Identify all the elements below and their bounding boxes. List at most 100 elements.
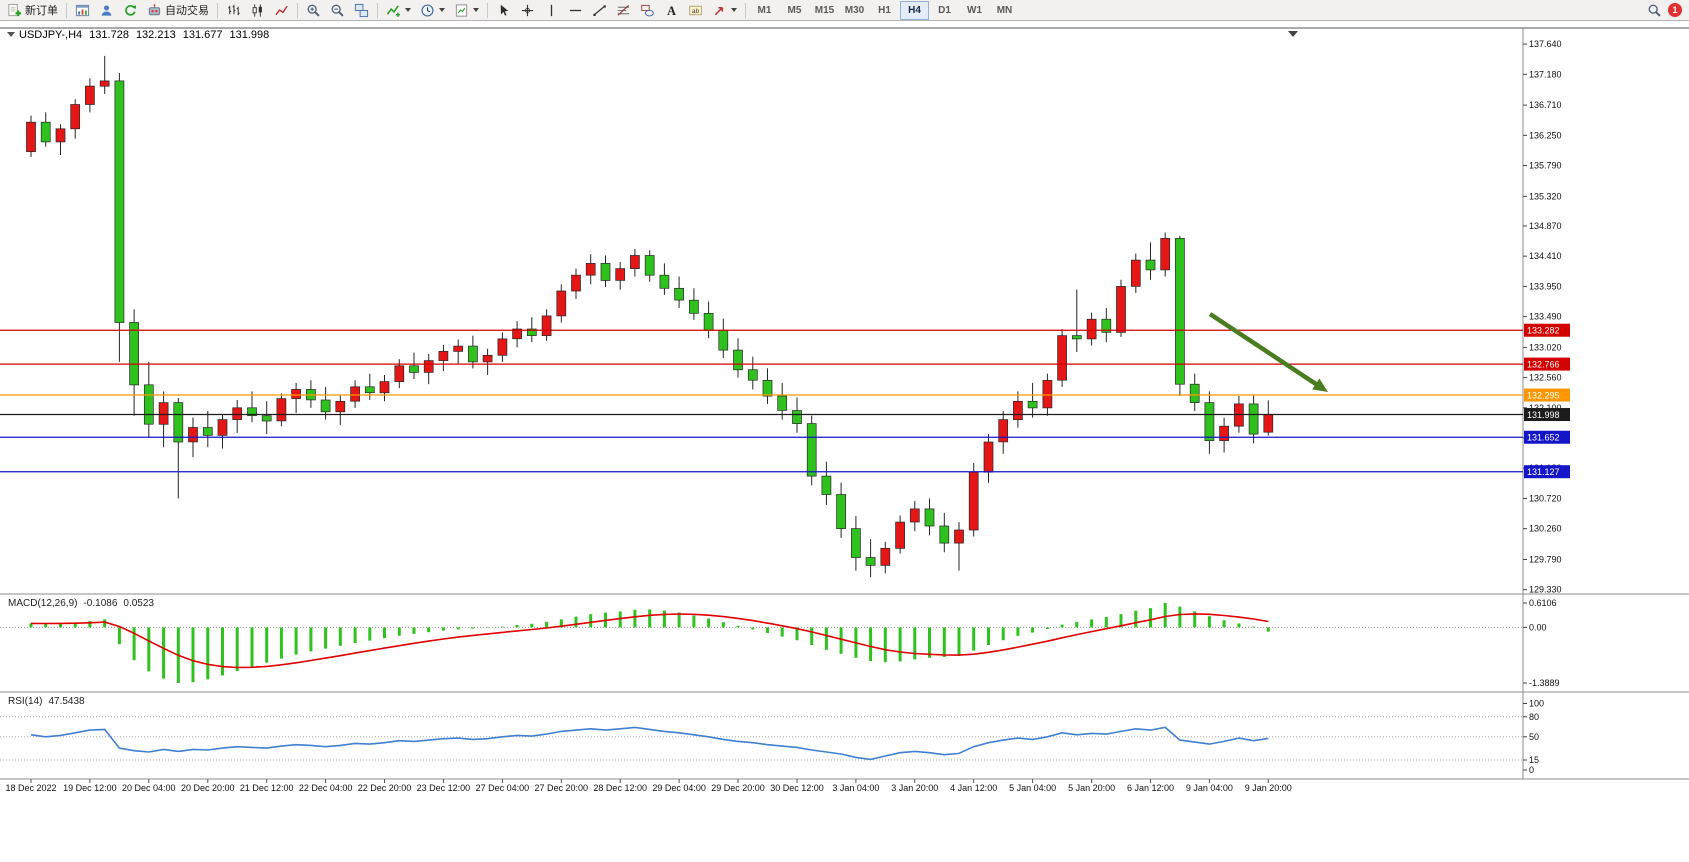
rsi-axis[interactable]: 100 80 50 150 bbox=[1523, 699, 1544, 776]
timeframe-m5-button[interactable]: M5 bbox=[787, 4, 802, 16]
shapes-icon bbox=[641, 4, 654, 16]
dropdown-caret bbox=[731, 8, 737, 12]
shapes-tool-button[interactable] bbox=[636, 0, 659, 21]
one-click-trading-toggle[interactable] bbox=[7, 32, 15, 37]
macd-axis[interactable]: 0.6106 0.00 -1.3889 bbox=[1523, 598, 1560, 688]
svg-text:22 Dec 20:00: 22 Dec 20:00 bbox=[358, 783, 412, 793]
horizontal-line-132.766[interactable]: 132.766 bbox=[0, 357, 1570, 371]
search-icon bbox=[1648, 4, 1661, 17]
timeframe-d1-button[interactable]: D1 bbox=[938, 4, 951, 16]
svg-text:20 Dec 20:00: 20 Dec 20:00 bbox=[181, 783, 235, 793]
svg-text:131.998: 131.998 bbox=[1527, 410, 1560, 420]
svg-text:0: 0 bbox=[1529, 765, 1534, 775]
arrow-tool-icon bbox=[714, 6, 724, 15]
svg-text:135.790: 135.790 bbox=[1529, 161, 1562, 171]
text-label-tool-button[interactable]: ab bbox=[684, 0, 707, 21]
svg-text:129.330: 129.330 bbox=[1529, 585, 1562, 595]
toolbar-separator bbox=[66, 2, 67, 18]
template-icon bbox=[455, 3, 468, 17]
timeframe-m1-button[interactable]: M1 bbox=[757, 4, 772, 16]
svg-text:27 Dec 20:00: 27 Dec 20:00 bbox=[535, 783, 589, 793]
refresh-button[interactable] bbox=[119, 0, 142, 21]
horizontal-line-133.282[interactable]: 133.282 bbox=[0, 323, 1570, 337]
candlestick-chart-icon bbox=[252, 3, 262, 17]
refresh-icon bbox=[125, 4, 136, 16]
zoom-out-icon bbox=[331, 4, 344, 17]
profile-button[interactable] bbox=[95, 0, 118, 21]
svg-text:134.870: 134.870 bbox=[1529, 221, 1562, 231]
bar-chart-button[interactable] bbox=[222, 0, 245, 21]
timeframe-h1-button[interactable]: H1 bbox=[878, 4, 891, 16]
rsi-line bbox=[30, 726, 1269, 761]
toolbar-separator bbox=[217, 2, 218, 18]
clock-icon bbox=[421, 3, 434, 17]
svg-text:135.320: 135.320 bbox=[1529, 191, 1562, 201]
svg-text:132.295: 132.295 bbox=[1527, 391, 1560, 401]
notification-badge[interactable]: 1 bbox=[1668, 3, 1682, 17]
svg-text:50: 50 bbox=[1529, 732, 1539, 742]
new-order-button[interactable]: 新订单 bbox=[3, 0, 62, 21]
profile-icon bbox=[101, 4, 112, 16]
svg-text:9 Jan 04:00: 9 Jan 04:00 bbox=[1186, 783, 1233, 793]
svg-text:131.652: 131.652 bbox=[1527, 433, 1560, 443]
text-tool-button[interactable]: A bbox=[660, 0, 683, 21]
tile-windows-button[interactable] bbox=[350, 0, 373, 21]
svg-text:3 Jan 04:00: 3 Jan 04:00 bbox=[832, 783, 879, 793]
search-button[interactable] bbox=[1643, 0, 1666, 21]
trendline-icon bbox=[593, 4, 606, 16]
zoom-in-button[interactable] bbox=[302, 0, 325, 21]
trendline-tool-button[interactable] bbox=[588, 0, 611, 21]
svg-text:100: 100 bbox=[1529, 699, 1544, 709]
fibonacci-tool-button[interactable] bbox=[612, 0, 635, 21]
timeframe-m15-button[interactable]: M15 bbox=[814, 4, 835, 16]
vertical-line-tool-button[interactable] bbox=[540, 0, 563, 21]
timeframe-w1-button[interactable]: W1 bbox=[967, 4, 982, 16]
horizontal-line-131.998[interactable]: 131.998 bbox=[0, 408, 1570, 422]
svg-text:132.560: 132.560 bbox=[1529, 373, 1562, 383]
svg-text:15: 15 bbox=[1529, 755, 1539, 765]
time-axis[interactable]: 18 Dec 2022 19 Dec 12:00 20 Dec 04:00 20 De… bbox=[5, 779, 1292, 793]
text-icon: A bbox=[667, 4, 676, 18]
candlestick-chart-button[interactable] bbox=[246, 0, 269, 21]
svg-text:0.6106: 0.6106 bbox=[1529, 598, 1557, 608]
auto-trading-icon bbox=[148, 3, 161, 15]
cursor-button[interactable] bbox=[492, 0, 515, 21]
svg-text:136.250: 136.250 bbox=[1529, 130, 1562, 140]
toolbar: 新订单 自动交易 bbox=[0, 0, 1689, 21]
horizontal-line-tool-button[interactable] bbox=[564, 0, 587, 21]
arrows-tool-button[interactable] bbox=[708, 0, 741, 21]
toolbar-separator bbox=[377, 2, 378, 18]
zoom-out-button[interactable] bbox=[326, 0, 349, 21]
svg-text:5 Jan 20:00: 5 Jan 20:00 bbox=[1068, 783, 1115, 793]
svg-text:30 Dec 12:00: 30 Dec 12:00 bbox=[770, 783, 824, 793]
horizontal-line-icon bbox=[569, 9, 582, 11]
horizontal-line-131.127[interactable]: 131.127 bbox=[0, 465, 1570, 479]
svg-text:129.790: 129.790 bbox=[1529, 554, 1562, 564]
timeframe-h4-button[interactable]: H4 bbox=[900, 0, 929, 20]
timeframe-mn-button[interactable]: MN bbox=[996, 4, 1013, 16]
crosshair-button[interactable] bbox=[516, 0, 539, 21]
chart-window-icon bbox=[75, 4, 90, 16]
zoom-in-icon bbox=[307, 4, 320, 17]
svg-text:133.490: 133.490 bbox=[1529, 312, 1562, 322]
svg-text:6 Jan 12:00: 6 Jan 12:00 bbox=[1127, 783, 1174, 793]
horizontal-line-132.295[interactable]: 132.295 bbox=[0, 388, 1570, 402]
templates-button[interactable] bbox=[450, 0, 483, 21]
line-chart-button[interactable] bbox=[270, 0, 293, 21]
trend-arrow-annotation[interactable] bbox=[1208, 312, 1328, 392]
chart-shift-marker[interactable] bbox=[1288, 31, 1298, 37]
timeframe-m30-button[interactable]: M30 bbox=[844, 4, 865, 16]
horizontal-line-131.652[interactable]: 131.652 bbox=[0, 430, 1570, 444]
charts-button[interactable] bbox=[71, 0, 94, 21]
dropdown-caret bbox=[439, 8, 445, 12]
svg-text:-1.3889: -1.3889 bbox=[1529, 678, 1560, 688]
svg-text:9 Jan 20:00: 9 Jan 20:00 bbox=[1245, 783, 1292, 793]
svg-text:136.710: 136.710 bbox=[1529, 100, 1562, 110]
price-axis[interactable]: 137.640 137.180 136.710 136.250 135.790 135.3… bbox=[1523, 39, 1562, 595]
periods-button[interactable] bbox=[416, 0, 449, 21]
indicators-button[interactable] bbox=[382, 0, 415, 21]
auto-trading-button[interactable]: 自动交易 bbox=[143, 0, 213, 21]
svg-text:131.127: 131.127 bbox=[1527, 467, 1560, 477]
